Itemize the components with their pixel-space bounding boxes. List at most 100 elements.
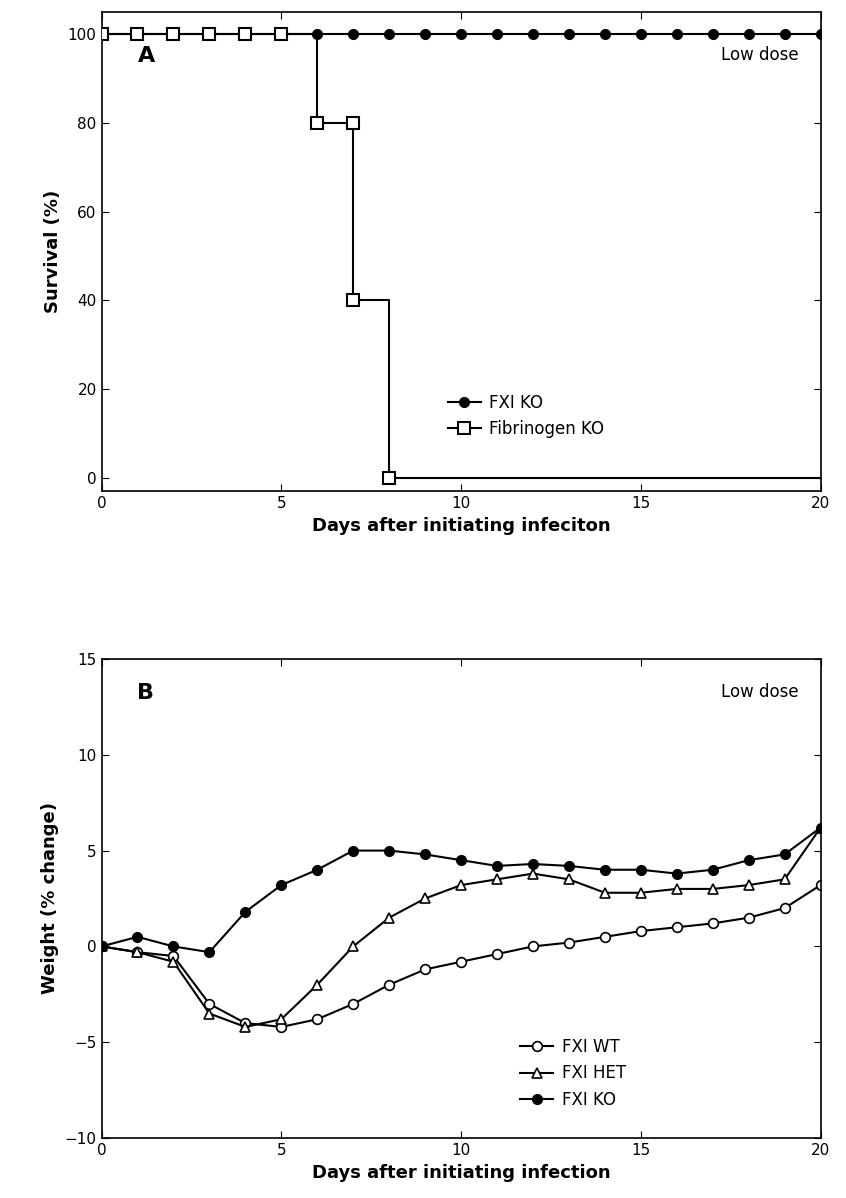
- FXI KO: [528, 857, 538, 871]
- FXI HET: [707, 882, 717, 896]
- FXI KO: [276, 878, 286, 893]
- FXI KO: [600, 863, 610, 877]
- FXI HET: [563, 872, 574, 887]
- Fibrinogen KO: [384, 471, 394, 485]
- Fibrinogen KO: [349, 294, 359, 308]
- Line: FXI WT: FXI WT: [96, 881, 826, 1031]
- FXI KO: [132, 28, 142, 42]
- FXI WT: [420, 962, 430, 976]
- FXI WT: [384, 978, 394, 992]
- FXI KO: [672, 28, 682, 42]
- FXI KO: [456, 28, 466, 42]
- FXI KO: [276, 28, 286, 42]
- FXI HET: [744, 878, 754, 893]
- FXI KO: [744, 853, 754, 867]
- FXI HET: [528, 866, 538, 881]
- FXI HET: [168, 955, 179, 969]
- FXI WT: [492, 946, 503, 961]
- FXI HET: [132, 945, 142, 960]
- Line: FXI HET: FXI HET: [96, 823, 826, 1031]
- FXI KO: [635, 28, 645, 42]
- FXI WT: [672, 920, 682, 934]
- Line: Fibrinogen KO: Fibrinogen KO: [96, 29, 395, 484]
- Fibrinogen KO: [240, 28, 250, 42]
- FXI KO: [420, 847, 430, 861]
- FXI WT: [312, 1012, 322, 1027]
- FXI WT: [204, 997, 214, 1011]
- FXI KO: [816, 28, 826, 42]
- FXI WT: [240, 1016, 250, 1030]
- FXI KO: [528, 28, 538, 42]
- Line: FXI KO: FXI KO: [96, 823, 826, 957]
- FXI KO: [240, 904, 250, 919]
- FXI KO: [707, 863, 717, 877]
- Fibrinogen KO: [204, 28, 214, 42]
- FXI WT: [132, 945, 142, 960]
- Text: A: A: [137, 46, 155, 66]
- FXI WT: [707, 916, 717, 931]
- FXI KO: [779, 28, 789, 42]
- FXI WT: [96, 939, 107, 954]
- FXI KO: [168, 28, 179, 42]
- X-axis label: Days after initiating infection: Days after initiating infection: [312, 1163, 610, 1181]
- FXI WT: [779, 901, 789, 915]
- Legend: FXI KO, Fibrinogen KO: FXI KO, Fibrinogen KO: [441, 387, 611, 444]
- FXI KO: [168, 939, 179, 954]
- FXI KO: [492, 859, 503, 873]
- Fibrinogen KO: [312, 116, 322, 131]
- FXI KO: [816, 821, 826, 835]
- FXI HET: [349, 939, 359, 954]
- Line: FXI KO: FXI KO: [96, 29, 826, 40]
- Legend: FXI WT, FXI HET, FXI KO: FXI WT, FXI HET, FXI KO: [514, 1031, 633, 1115]
- FXI HET: [420, 891, 430, 906]
- FXI KO: [744, 28, 754, 42]
- FXI KO: [779, 847, 789, 861]
- FXI HET: [384, 910, 394, 925]
- FXI HET: [276, 1012, 286, 1027]
- Fibrinogen KO: [96, 28, 107, 42]
- FXI WT: [276, 1019, 286, 1034]
- FXI WT: [635, 924, 645, 938]
- FXI KO: [456, 853, 466, 867]
- FXI WT: [600, 930, 610, 944]
- Fibrinogen KO: [168, 28, 179, 42]
- FXI WT: [816, 878, 826, 893]
- FXI WT: [744, 910, 754, 925]
- FXI WT: [563, 936, 574, 950]
- FXI KO: [312, 863, 322, 877]
- FXI WT: [456, 955, 466, 969]
- FXI HET: [240, 1019, 250, 1034]
- FXI HET: [312, 978, 322, 992]
- FXI KO: [349, 843, 359, 858]
- FXI KO: [384, 843, 394, 858]
- FXI WT: [168, 949, 179, 963]
- FXI HET: [635, 885, 645, 900]
- Y-axis label: Weight (% change): Weight (% change): [41, 803, 59, 994]
- FXI HET: [204, 1006, 214, 1021]
- FXI KO: [492, 28, 503, 42]
- Fibrinogen KO: [276, 28, 286, 42]
- Fibrinogen KO: [349, 116, 359, 131]
- FXI HET: [456, 878, 466, 893]
- FXI KO: [132, 930, 142, 944]
- FXI KO: [635, 863, 645, 877]
- FXI KO: [312, 28, 322, 42]
- FXI KO: [420, 28, 430, 42]
- FXI KO: [204, 28, 214, 42]
- FXI KO: [707, 28, 717, 42]
- FXI KO: [204, 945, 214, 960]
- FXI KO: [600, 28, 610, 42]
- FXI WT: [349, 997, 359, 1011]
- Y-axis label: Survival (%): Survival (%): [44, 190, 63, 313]
- FXI KO: [240, 28, 250, 42]
- X-axis label: Days after initiating infeciton: Days after initiating infeciton: [312, 516, 610, 534]
- Text: B: B: [137, 683, 155, 703]
- FXI HET: [492, 872, 503, 887]
- FXI KO: [384, 28, 394, 42]
- Fibrinogen KO: [132, 28, 142, 42]
- FXI KO: [96, 939, 107, 954]
- FXI KO: [563, 859, 574, 873]
- FXI HET: [816, 821, 826, 835]
- FXI HET: [96, 939, 107, 954]
- FXI HET: [779, 872, 789, 887]
